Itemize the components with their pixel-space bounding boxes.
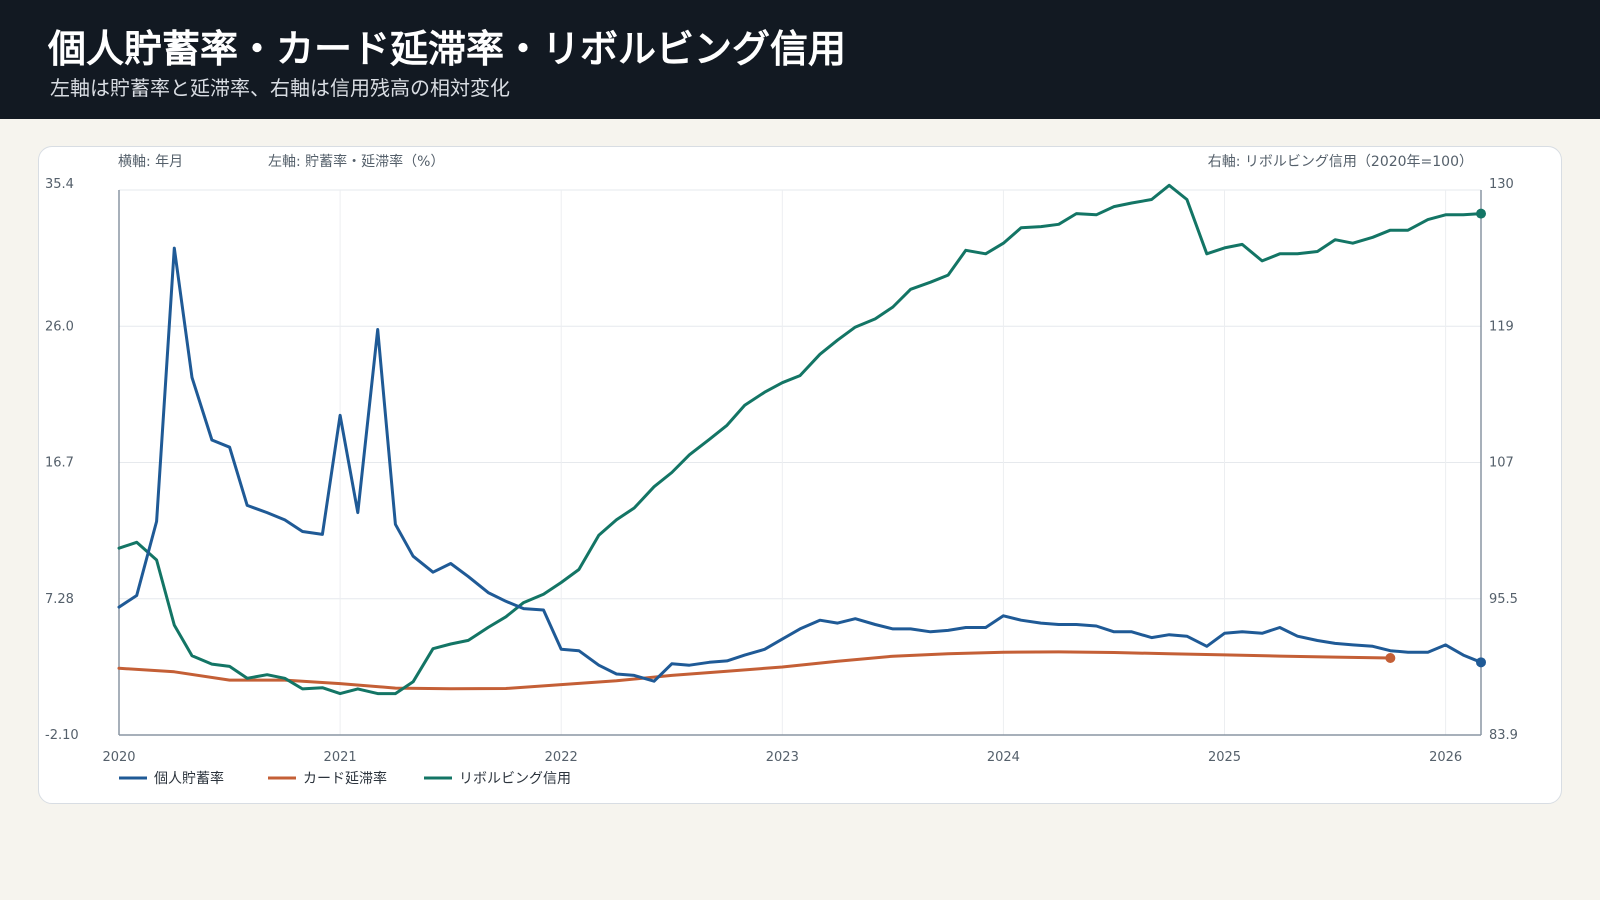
x-tick-label: 2024 — [987, 750, 1020, 765]
legend-label: リボルビング信用 — [459, 771, 571, 787]
legend-label: 個人貯蓄率 — [154, 770, 224, 787]
legend-label: カード延滞率 — [303, 770, 387, 787]
left-tick-label: 16.7 — [45, 456, 74, 471]
right-axis-title: 右軸: リボルビング信用（2020年=100） — [1208, 154, 1473, 170]
series-line-2 — [117, 183, 1483, 696]
axis-labels: 横軸: 年月 左軸: 貯蓄率・延滞率（%） 右軸: リボルビング信用（2020年… — [118, 153, 1473, 170]
x-tick-label: 2026 — [1429, 750, 1462, 765]
legend: 個人貯蓄率 カード延滞率 リボルビング信用 — [119, 770, 571, 787]
x-tick-label: 2023 — [766, 750, 799, 765]
series-end-point-2 — [1476, 208, 1486, 219]
x-tick-label: 2022 — [545, 750, 578, 765]
right-tick-label: 119 — [1489, 319, 1514, 334]
series-end-point-0 — [1476, 657, 1486, 668]
right-tick-label: 95.5 — [1489, 592, 1518, 607]
header-bar: 個人貯蓄率・カード延滞率・リボルビング信用 左軸は貯蓄率と延滞率、右軸は信用残高… — [0, 0, 1600, 119]
series-lines — [117, 183, 1486, 696]
grid-lines — [119, 189, 1481, 735]
chart-card — [38, 146, 1562, 804]
right-tick-label: 83.9 — [1489, 728, 1518, 743]
x-tick-label: 2025 — [1208, 750, 1241, 765]
right-tick-label: 107 — [1489, 456, 1514, 471]
x-tick-label: 2020 — [102, 750, 135, 765]
page-subtitle: 左軸は貯蓄率と延滞率、右軸は信用残高の相対変化 — [50, 76, 510, 100]
left-tick-label: 35.4 — [45, 177, 74, 192]
left-tick-label: 26.0 — [45, 319, 74, 334]
page-title: 個人貯蓄率・カード延滞率・リボルビング信用 — [48, 27, 847, 71]
right-tick-label: 130 — [1489, 177, 1514, 192]
series-end-point-1 — [1385, 652, 1396, 663]
x-tick-label: 2021 — [324, 750, 357, 765]
x-axis-title: 横軸: 年月 — [118, 154, 183, 170]
series-line-1 — [117, 650, 1392, 691]
series-line-0 — [117, 246, 1483, 683]
left-tick-label: 7.28 — [45, 592, 74, 607]
axes: 35.4 130 26.0 119 16.7 107 7.28 95.5 -2.10 83.9 20… — [45, 177, 1518, 765]
left-axis-title: 左軸: 貯蓄率・延滞率（%） — [268, 153, 444, 170]
left-tick-label: -2.10 — [45, 728, 79, 743]
